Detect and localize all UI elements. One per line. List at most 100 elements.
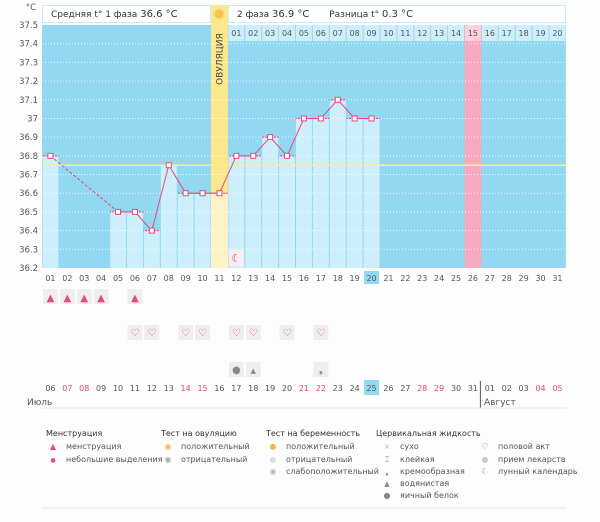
dpo-cell bbox=[481, 25, 498, 41]
dpo-cell bbox=[431, 25, 448, 41]
legend-fluid-dry: × сухо bbox=[380, 442, 419, 451]
pregtest-weak-icon: ◉ bbox=[269, 467, 277, 476]
dpo-label: 02 bbox=[248, 29, 258, 38]
temperature-point bbox=[267, 134, 274, 141]
legend-moon: ☾ лунный календарь bbox=[478, 467, 577, 476]
sex-cell bbox=[279, 325, 295, 340]
dpo-label: 10 bbox=[383, 29, 393, 38]
diff-label: Разница t° bbox=[329, 10, 380, 20]
heart-icon: ♡ bbox=[198, 328, 207, 339]
today-date-highlight bbox=[364, 380, 379, 395]
legend-fluid-title: Цервикальная жидкость bbox=[376, 429, 481, 438]
dpo-cell bbox=[245, 25, 262, 41]
date-label: 30 bbox=[451, 384, 461, 393]
heart-icon: ♡ bbox=[249, 328, 258, 339]
temperature-bar bbox=[363, 118, 380, 268]
y-tick-label: 36.7 bbox=[19, 171, 38, 181]
y-tick-label: 37.5 bbox=[19, 21, 38, 31]
dpo-cell bbox=[465, 25, 481, 41]
ovtest-positive-icon: ◉ bbox=[164, 442, 172, 451]
moon-icon: ☾ bbox=[481, 467, 489, 476]
heart-icon: ♡ bbox=[181, 328, 190, 339]
dpo-label: 20 bbox=[552, 29, 562, 38]
cycle-day-label: 01 bbox=[45, 274, 55, 283]
dpo-cell bbox=[448, 25, 464, 41]
legend-fluid-creamy: ❟ кремообразная bbox=[380, 467, 464, 477]
cycle-day-label: 17 bbox=[316, 274, 326, 283]
y-tick-label: 36.3 bbox=[19, 245, 38, 255]
y-tick-label: 37.1 bbox=[19, 96, 38, 106]
dpo-cell bbox=[380, 25, 397, 41]
temperature-bar bbox=[262, 137, 279, 268]
temperature-segment bbox=[269, 136, 288, 157]
y-tick-label: 36.2 bbox=[19, 264, 38, 274]
cycle-day-label: 05 bbox=[113, 274, 123, 283]
cycle-day-label: 11 bbox=[214, 274, 224, 283]
date-label: 14 bbox=[181, 384, 191, 393]
date-label: 06 bbox=[45, 384, 55, 393]
heart-icon: ♡ bbox=[283, 328, 292, 339]
temperature-segment bbox=[168, 164, 187, 194]
cycle-day-label: 12 bbox=[231, 274, 241, 283]
temperature-point bbox=[284, 152, 291, 159]
moon-icon: ☾ bbox=[231, 252, 241, 265]
dpo-cell bbox=[279, 25, 295, 41]
date-label: 08 bbox=[79, 384, 89, 393]
date-label: 28 bbox=[417, 384, 427, 393]
phase2-value: 36.9 °C bbox=[271, 9, 310, 20]
date-label: 16 bbox=[214, 384, 224, 393]
menstruation-cell bbox=[76, 289, 92, 304]
legend-pregtest-negative: ● отрицательный bbox=[266, 455, 353, 464]
y-tick-label: 37.2 bbox=[19, 77, 38, 87]
phase2-box: 2 фаза 36.9 °C Разница t° 0.3 °C bbox=[228, 5, 566, 23]
legend-menstruation: ▲ менструация bbox=[46, 442, 122, 451]
y-axis-unit: °C bbox=[26, 3, 36, 13]
cycle-day-label: 25 bbox=[451, 274, 461, 283]
cycle-day-label: 23 bbox=[417, 274, 427, 283]
dpo-label: 04 bbox=[282, 29, 292, 38]
temperature-point bbox=[199, 190, 206, 197]
date-label: 10 bbox=[113, 384, 123, 393]
temperature-segment bbox=[320, 99, 339, 119]
sex-cell bbox=[245, 325, 261, 340]
dpo-label: 17 bbox=[502, 29, 512, 38]
date-label: 18 bbox=[248, 384, 258, 393]
cycle-day-label: 03 bbox=[79, 274, 89, 283]
cycle-day-label: 24 bbox=[434, 274, 444, 283]
y-tick-label: 37 bbox=[27, 114, 38, 124]
temperature-point bbox=[182, 190, 189, 197]
diff-value: 0.3 °C bbox=[382, 9, 414, 20]
temperature-point bbox=[115, 208, 122, 215]
dpo-label: 07 bbox=[333, 29, 343, 38]
temperature-point bbox=[131, 208, 138, 215]
heart-icon: ♡ bbox=[232, 328, 241, 339]
menstruation-icon: ▲ bbox=[131, 293, 139, 304]
heart-icon: ♡ bbox=[316, 328, 325, 339]
menstruation-icon: ▲ bbox=[49, 442, 57, 451]
cycle-day-label: 13 bbox=[248, 274, 258, 283]
date-label: 07 bbox=[62, 384, 72, 393]
temperature-bar bbox=[228, 155, 245, 268]
legend-fluid-eggwhite: ● яичный белок bbox=[380, 491, 459, 500]
date-label: 03 bbox=[519, 384, 529, 393]
y-tick-label: 37.4 bbox=[19, 40, 38, 50]
month-august: Август bbox=[484, 398, 516, 408]
watery-icon: ▲ bbox=[251, 367, 257, 375]
phase1-label: Средняя t° 1 фаза bbox=[51, 10, 138, 20]
dpo-cell bbox=[312, 25, 329, 41]
temperature-point bbox=[216, 190, 223, 197]
cycle-day-label: 06 bbox=[130, 274, 140, 283]
pill-icon: ● bbox=[481, 455, 489, 464]
date-label: 22 bbox=[316, 384, 326, 393]
dpo-label: 12 bbox=[417, 29, 427, 38]
dpo-label: 09 bbox=[366, 29, 376, 38]
dpo-cell bbox=[346, 25, 363, 41]
date-label: 21 bbox=[299, 384, 309, 393]
date-label: 05 bbox=[552, 384, 562, 393]
dpo-cell bbox=[498, 25, 515, 41]
cycle-day-label: 27 bbox=[485, 274, 495, 283]
cycle-day-label: 19 bbox=[350, 274, 360, 283]
heart-icon: ♡ bbox=[481, 442, 489, 451]
cycle-day-label: 07 bbox=[147, 274, 157, 283]
temperature-segment bbox=[337, 99, 356, 119]
